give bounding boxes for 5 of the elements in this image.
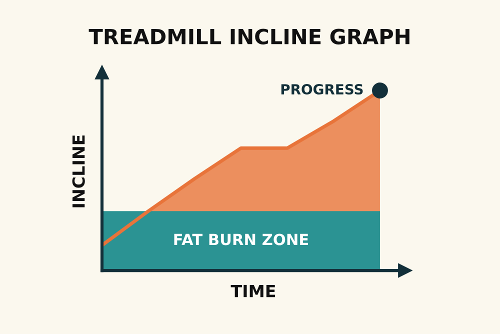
x-axis-title: TIME bbox=[230, 284, 276, 298]
annotation: PROGRESS bbox=[281, 84, 363, 95]
chart-title: TREADMILL INCLINE GRAPH bbox=[88, 28, 410, 44]
band-label: FAT BURN ZONE bbox=[174, 234, 308, 246]
y-axis-title: INCLINE bbox=[72, 135, 85, 208]
